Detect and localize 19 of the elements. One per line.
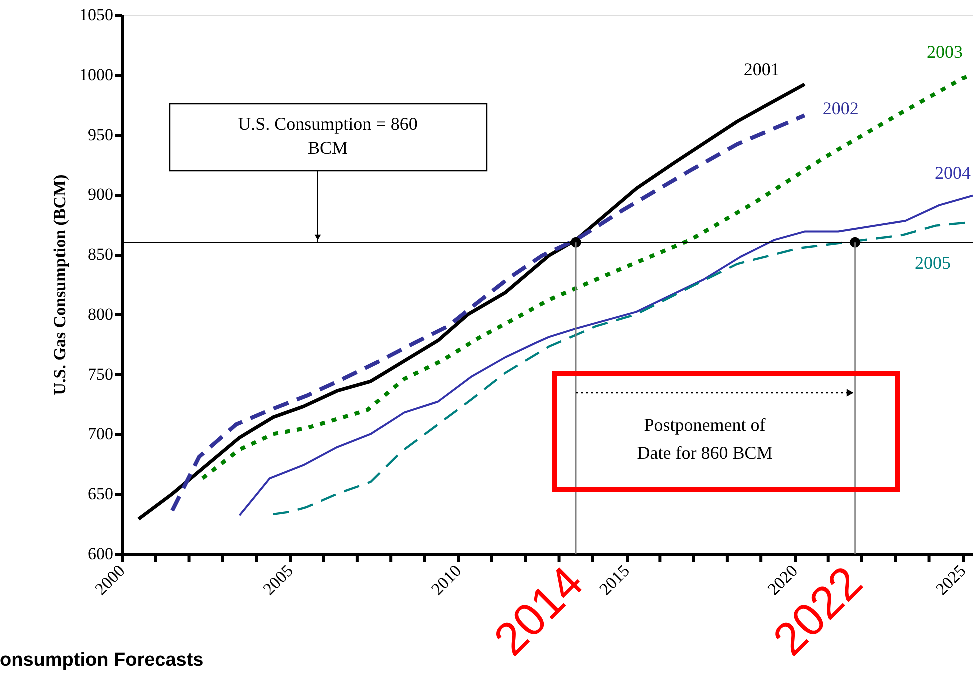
series-label: 2002: [822, 98, 859, 119]
text: onsumption Forecasts: [0, 650, 204, 671]
series-label: 2003: [927, 42, 963, 62]
y-tick-label: 1000: [80, 65, 114, 84]
y-tick-label: 750: [88, 364, 114, 384]
ref-line-label: U.S. Consumption = 860 BCM: [238, 114, 418, 158]
y-tick-label: 650: [88, 484, 114, 504]
y-tick-label: 700: [88, 424, 114, 444]
y-tick-label: 950: [88, 125, 114, 144]
y-tick-label: 800: [88, 304, 114, 324]
series-label: 2005: [915, 253, 951, 274]
y-tick-label: 900: [88, 185, 114, 204]
y-tick-label: 600: [88, 544, 114, 564]
series-label: 2004: [935, 162, 971, 183]
y-tick-label: 1050: [80, 6, 114, 24]
y-axis-title: U.S. Gas Consumption (BCM): [50, 174, 70, 396]
series-label: 2001: [744, 59, 780, 80]
annotation: Postponement of Date for 860 BCM: [637, 415, 773, 463]
y-tick-label: 850: [88, 245, 114, 264]
